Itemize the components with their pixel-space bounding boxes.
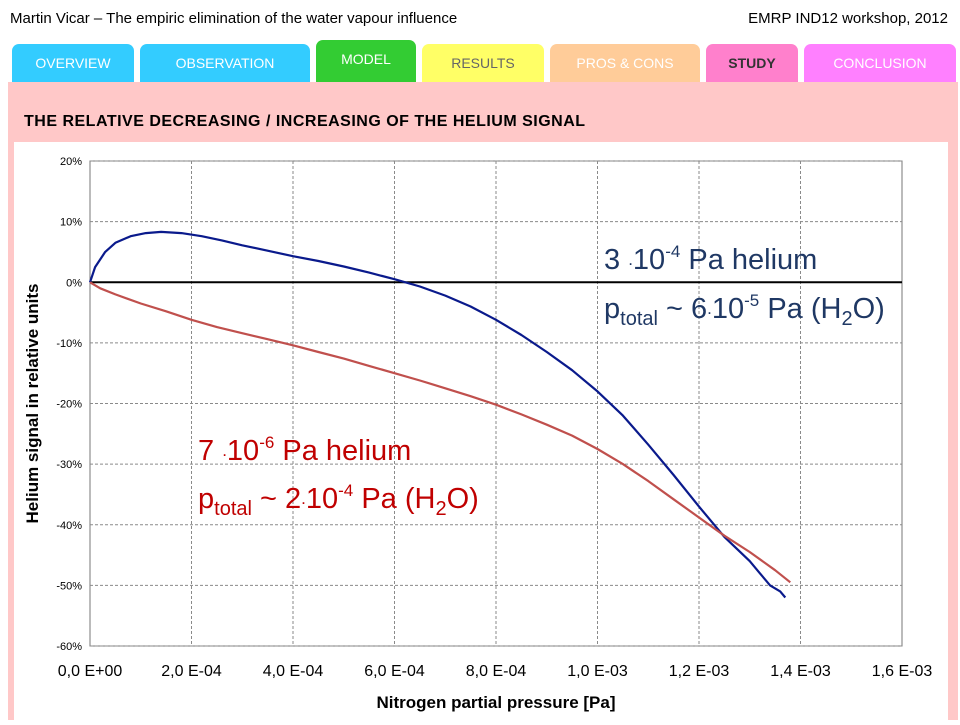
ann-text: O): [447, 483, 479, 515]
series-line-red: [89, 281, 791, 584]
y-tick-label: -30%: [56, 459, 82, 471]
chart-area: 20% 10% 0% -10% -20% -30% -40% -50% -60% 0,0 E+00…: [14, 142, 948, 720]
ann-text: 7: [198, 435, 222, 467]
ann-dot: .: [222, 441, 227, 460]
ann-dot: .: [301, 489, 306, 508]
y-tick-label: 0%: [66, 277, 82, 289]
y-tick-label: 20%: [60, 156, 82, 168]
x-tick-label: 2,0 E-04: [161, 663, 222, 680]
tab-results[interactable]: RESULTS: [422, 44, 544, 82]
y-tick-label: -40%: [56, 520, 82, 532]
ann-exponent: -4: [338, 481, 353, 500]
ann-text: Pa helium: [680, 244, 817, 276]
x-tick-label: 8,0 E-04: [466, 663, 527, 680]
tab-model[interactable]: MODEL: [316, 40, 416, 82]
ann-text: Pa (H: [353, 483, 435, 515]
ann-text: 3: [604, 244, 628, 276]
y-tick-label: -20%: [56, 399, 82, 411]
annotation-total-pressure: ptotal ~ 6.10-5 Pa (H2O): [604, 291, 885, 330]
x-tick-label: 1,0 E-03: [567, 663, 628, 680]
ann-text: 10: [227, 435, 259, 467]
ann-text: ~ 2: [252, 483, 301, 515]
x-tick-label: 1,4 E-03: [770, 663, 831, 680]
ann-text: 10: [633, 244, 665, 276]
series-lines: [88, 230, 791, 599]
x-tick-label: 1,2 E-03: [669, 663, 730, 680]
annotation-helium-pressure: 7 .10-6 Pa helium: [198, 433, 411, 467]
slide-header-title: Martin Vicar – The empiric elimination o…: [10, 10, 458, 27]
ann-subscript: 2: [841, 308, 852, 330]
tab-overview[interactable]: OVERVIEW: [12, 44, 134, 82]
ann-exponent: -4: [665, 242, 680, 261]
annotation-total-pressure: ptotal ~ 2.10-4 Pa (H2O): [198, 481, 479, 520]
ann-subscript: 2: [435, 498, 446, 520]
ann-subscript: total: [620, 308, 658, 330]
ann-subscript: total: [214, 498, 252, 520]
y-tick-label: -50%: [56, 580, 82, 592]
x-tick-label: 6,0 E-04: [364, 663, 425, 680]
x-tick-label: 1,6 E-03: [872, 663, 933, 680]
y-axis-title: Helium signal in relative units: [23, 284, 42, 524]
ann-text: O): [853, 293, 885, 325]
ann-text: Pa (H: [759, 293, 841, 325]
tab-conclusion[interactable]: CONCLUSION: [804, 44, 956, 82]
slide-header-event: EMRP IND12 workshop, 2012: [748, 10, 948, 27]
x-tick-label: 0,0 E+00: [58, 663, 123, 680]
tab-observation[interactable]: OBSERVATION: [140, 44, 310, 82]
ann-dot: .: [628, 250, 633, 269]
slide-subtitle: THE RELATIVE DECREASING / INCREASING OF …: [24, 113, 586, 130]
x-axis-title: Nitrogen partial pressure [Pa]: [376, 693, 615, 712]
ann-dot: .: [707, 299, 712, 318]
ann-text: 10: [712, 293, 744, 325]
x-tick-label: 4,0 E-04: [263, 663, 324, 680]
tab-study[interactable]: STUDY: [706, 44, 798, 82]
y-tick-label: -60%: [56, 641, 82, 653]
ann-text: p: [604, 293, 620, 325]
series-line-blue: [88, 230, 787, 599]
y-tick-label: -10%: [56, 338, 82, 350]
grid-lines: [89, 160, 903, 647]
tick-labels: 20% 10% 0% -10% -20% -30% -40% -50% -60% 0,0 E+00…: [56, 156, 932, 680]
ann-text: ~ 6: [658, 293, 707, 325]
annotation-helium-pressure: 3 .10-4 Pa helium: [604, 242, 817, 276]
ann-text: p: [198, 483, 214, 515]
ann-exponent: -5: [744, 291, 759, 310]
ann-text: 10: [306, 483, 338, 515]
ann-exponent: -6: [259, 433, 274, 452]
y-tick-label: 10%: [60, 217, 82, 229]
tab-pros-cons[interactable]: PROS & CONS: [550, 44, 700, 82]
helium-signal-chart: 20% 10% 0% -10% -20% -30% -40% -50% -60% 0,0 E+00…: [23, 156, 932, 712]
ann-text: Pa helium: [274, 435, 411, 467]
